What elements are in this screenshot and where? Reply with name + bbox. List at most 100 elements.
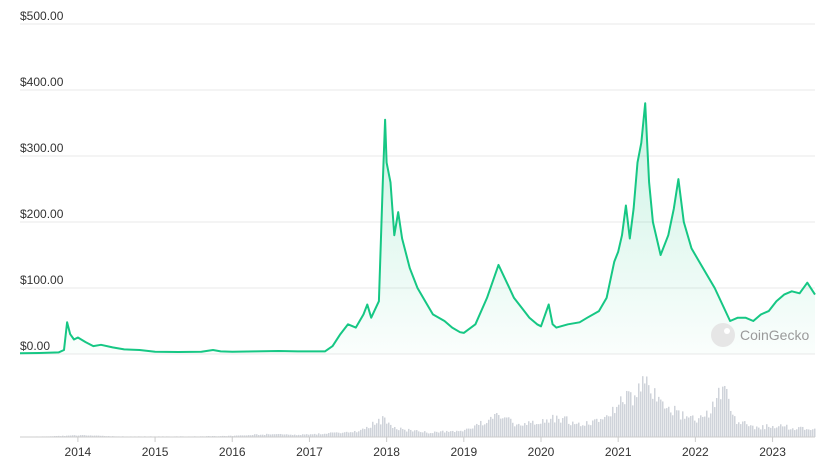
- volume-bar: [560, 422, 562, 437]
- volume-bar: [72, 435, 74, 437]
- volume-bar: [768, 426, 770, 437]
- gecko-eye-icon: [724, 328, 730, 334]
- x-tick-label: 2017: [296, 445, 323, 459]
- volume-bar: [688, 417, 690, 437]
- volume-bar: [456, 430, 458, 437]
- x-tick-label: 2015: [142, 445, 169, 459]
- volume-bar: [388, 422, 390, 437]
- volume-bar: [330, 432, 332, 437]
- y-tick-label: $300.00: [20, 141, 64, 155]
- volume-bar: [80, 435, 82, 437]
- volume-bar: [278, 434, 280, 437]
- x-tick-label: 2016: [219, 445, 246, 459]
- volume-bar: [272, 434, 274, 437]
- volume-bar: [94, 435, 96, 437]
- x-tick-label: 2022: [682, 445, 709, 459]
- volume-bar: [572, 421, 574, 437]
- y-tick-label: $100.00: [20, 273, 64, 287]
- volume-bar: [678, 410, 680, 437]
- volume-bar: [326, 433, 328, 437]
- volume-bar: [658, 396, 660, 437]
- volume-bar: [78, 435, 80, 437]
- volume-bar: [400, 427, 402, 437]
- volume-bar: [266, 433, 268, 437]
- volume-bar: [474, 425, 476, 437]
- y-tick-label: $200.00: [20, 207, 64, 221]
- volume-bar: [758, 427, 760, 437]
- volume-bar: [92, 435, 94, 437]
- volume-bar: [686, 416, 688, 437]
- volume-bar: [430, 433, 432, 437]
- volume-bar: [680, 419, 682, 437]
- volume-bar: [314, 433, 316, 437]
- volume-bar: [434, 431, 436, 437]
- volume-bar: [84, 435, 86, 437]
- volume-bar: [404, 429, 406, 437]
- volume-bar: [406, 431, 408, 437]
- volume-bar: [372, 421, 374, 437]
- volume-bar: [494, 414, 496, 437]
- volume-bar: [408, 428, 410, 437]
- volume-bar: [460, 430, 462, 437]
- volume-bar: [568, 423, 570, 437]
- volume-bar: [666, 408, 668, 437]
- volume-bar: [342, 432, 344, 437]
- volume-bar: [576, 423, 578, 437]
- volume-bar: [698, 418, 700, 437]
- volume-bar: [664, 408, 666, 437]
- volume-bar: [662, 401, 664, 437]
- volume-bar: [338, 432, 340, 437]
- volume-bar: [82, 435, 84, 437]
- volume-bar: [814, 428, 816, 437]
- volume-bar: [76, 435, 78, 437]
- volume-bar: [546, 419, 548, 437]
- volume-bar: [596, 418, 598, 437]
- volume-bar: [604, 416, 606, 437]
- volume-bar: [312, 434, 314, 437]
- volume-bar: [656, 401, 658, 437]
- volume-bar: [458, 431, 460, 437]
- volume-bar: [602, 419, 604, 437]
- volume-bar: [410, 429, 412, 437]
- volume-bar: [362, 428, 364, 437]
- volume-bar: [522, 425, 524, 437]
- volume-bar: [450, 431, 452, 437]
- volume-bar: [610, 416, 612, 437]
- volume-bar: [652, 398, 654, 437]
- volume-bar: [786, 424, 788, 437]
- volume-bar: [590, 425, 592, 437]
- volume-bar: [746, 424, 748, 437]
- volume-bar: [538, 424, 540, 437]
- volume-bar: [782, 426, 784, 437]
- volume-bar: [484, 424, 486, 437]
- volume-bar: [360, 429, 362, 437]
- volume-bar: [356, 432, 358, 437]
- volume-bar: [248, 435, 250, 437]
- volume-bar: [334, 432, 336, 437]
- volume-bar: [416, 430, 418, 437]
- volume-bar: [804, 429, 806, 437]
- volume-bar: [348, 432, 350, 437]
- volume-bar: [622, 402, 624, 437]
- volume-bar: [796, 429, 798, 437]
- volume-bar: [810, 430, 812, 437]
- coingecko-watermark: CoinGecko: [711, 323, 809, 347]
- volume-bar: [232, 435, 234, 437]
- volume-bar: [366, 426, 368, 437]
- volume-bar: [294, 434, 296, 437]
- volume-bar: [748, 426, 750, 437]
- volume-bar: [524, 423, 526, 437]
- volume-bar: [268, 434, 270, 437]
- volume-bar: [384, 417, 386, 437]
- volume-bar: [636, 397, 638, 437]
- volume-bar: [468, 428, 470, 437]
- volume-bar: [644, 383, 646, 437]
- volume-bar: [260, 434, 262, 437]
- volume-bar: [296, 435, 298, 437]
- volume-bar: [376, 423, 378, 437]
- volume-bar: [724, 385, 726, 437]
- volume-bar: [790, 429, 792, 437]
- volume-bar: [766, 424, 768, 437]
- y-axis: $0.00 $100.00 $200.00 $300.00 $400.00 $500.00: [20, 9, 64, 353]
- volume-bar: [620, 396, 622, 437]
